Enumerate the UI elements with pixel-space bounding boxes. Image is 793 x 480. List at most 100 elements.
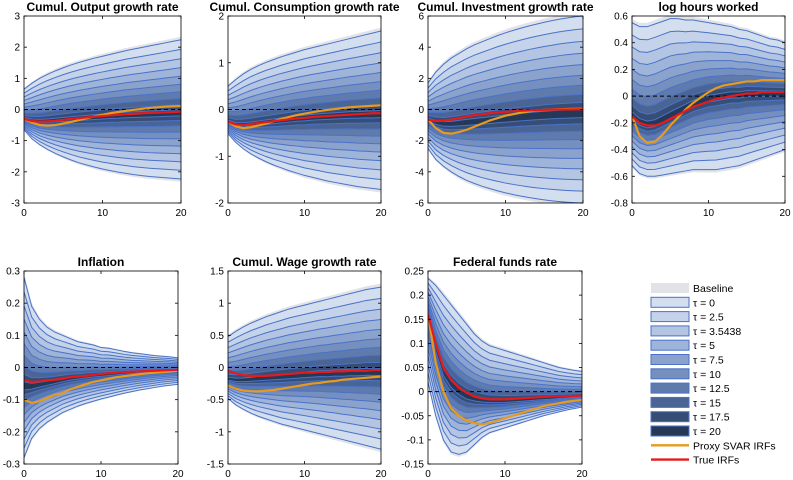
legend-label: τ = 3.5438 [693, 326, 741, 338]
tau-band-upper-line-4 [228, 328, 381, 359]
y-tick-label: 0 [14, 363, 20, 374]
tau-band-lower-line-5 [228, 386, 381, 403]
x-tick-label: 0 [21, 208, 27, 219]
tau-band-upper-line-7 [632, 80, 785, 107]
tau-band-lower-line-3 [228, 390, 381, 421]
tau-band-lower-line-2 [24, 379, 178, 440]
tau-band-upper-line-2 [24, 58, 181, 98]
legend-label: Proxy SVAR IRFs [693, 440, 776, 452]
x-tick-label: 0 [225, 208, 231, 219]
x-tick-label: 20 [576, 469, 588, 480]
tau-band-lower-line-2 [24, 126, 181, 163]
tau-band-upper-line-3 [24, 67, 181, 102]
tau-band-upper-line-4 [428, 64, 583, 102]
y-tick-label: 0.05 [405, 363, 425, 374]
panel-title: Federal funds rate [453, 255, 557, 269]
tau-band-lower-line-2 [428, 140, 583, 181]
x-tick-label: 10 [97, 208, 109, 219]
legend-swatch-tau [650, 296, 690, 308]
tau-band-lower-line-7 [428, 327, 582, 409]
y-tick-label: -0.1 [3, 395, 21, 406]
x-tick-label: 0 [629, 208, 635, 219]
tau-band-lower-line-2 [632, 134, 785, 164]
true-irf-line [428, 108, 583, 123]
y-tick-label: 0.25 [405, 267, 425, 278]
tau-band-lower-line-9 [428, 317, 582, 404]
tau-band-lower-line-4 [228, 388, 381, 412]
x-tick-label: 10 [299, 208, 311, 219]
tau-band-upper-line-3 [428, 291, 582, 382]
tau-band-lower-line-3 [24, 378, 178, 431]
legend-label: τ = 7.5 [693, 355, 724, 367]
y-tick-label: -6 [415, 199, 424, 210]
x-tick-label: 0 [225, 469, 231, 480]
tau-band-upper-line-8 [428, 310, 582, 397]
tau-band-upper-line-1 [428, 28, 583, 89]
tau-band-lower-line-4 [428, 133, 583, 159]
legend-swatch-tau [650, 396, 690, 408]
panel-6: -1.5 -1 -0.5 0 0.5 1 1.5 0 10 20 Cumul. Wage growt… [207, 255, 387, 480]
plot-area [632, 16, 785, 179]
y-tick-label: 0 [218, 363, 224, 374]
x-tick-label: 10 [703, 208, 715, 219]
y-tick-label: -3 [11, 199, 20, 210]
y-tick-label: 0.1 [410, 339, 424, 350]
y-tick-label: -0.2 [611, 118, 629, 129]
legend-swatch-tau [650, 382, 690, 394]
tau-band-upper-line-4 [24, 331, 178, 365]
y-tick-label: 0.2 [6, 299, 20, 310]
tau-band-upper-line-2 [632, 41, 785, 57]
y-tick-label: 1 [14, 74, 20, 85]
legend-label: τ = 10 [693, 369, 721, 381]
tau-band-upper-line-4 [632, 60, 785, 77]
tau-band-upper-line-0 [428, 16, 583, 84]
x-tick-label: 20 [779, 208, 791, 219]
y-tick-label: 0.2 [410, 291, 424, 302]
y-tick-label: -0.8 [611, 199, 629, 210]
tau-band-lower-line-2 [428, 364, 582, 439]
tau-band-upper-line-7 [228, 97, 381, 117]
tau-band-lower-line-6 [428, 127, 583, 141]
y-tick-label: 0.3 [6, 267, 20, 278]
tau-band-lower-line-3 [632, 127, 785, 158]
tau-band-lower-line-4 [228, 127, 381, 153]
y-tick-label: -2 [11, 167, 20, 178]
legend-label: τ = 17.5 [693, 412, 730, 424]
tau-band-upper-line-8 [228, 361, 381, 376]
panel-7: -0.15 -0.1 -0.05 0 0.05 0.1 0.15 0.2 0.25 0 10 20 Fe… [401, 255, 588, 480]
legend-swatch-tau [650, 411, 690, 423]
tau-band-upper-line-5 [428, 300, 582, 388]
tau-band-upper-line-0 [428, 277, 582, 372]
tau-band-lower-line-1 [24, 381, 178, 449]
true-irf-line [632, 91, 785, 127]
panel-title: Cumul. Consumption growth rate [210, 0, 400, 14]
tau-band-upper-line-8 [24, 367, 178, 379]
x-tick-label: 20 [175, 208, 187, 219]
tau-band-upper-line-0 [24, 39, 181, 90]
legend-label: τ = 2.5 [693, 312, 724, 324]
y-tick-label: 2 [218, 12, 224, 23]
y-tick-label: -1 [215, 427, 224, 438]
tau-band-lower-line-6 [24, 121, 181, 133]
y-tick-label: 0.4 [614, 38, 628, 49]
tau-band-upper-line-0 [632, 18, 785, 44]
panel-1: -3 -2 -1 0 1 2 3 0 10 20 Cumul. Output growth rate [11, 0, 187, 219]
true-irf-line [428, 314, 582, 401]
y-tick-label: 4 [418, 43, 424, 54]
panel-5: -0.3 -0.2 -0.1 0 0.1 0.2 0.3 0 10 20 Inflation [3, 255, 184, 480]
tau-band-lower-line-5 [24, 122, 181, 140]
tau-band-lower-line-0 [228, 397, 381, 450]
panel-4: -0.8 -0.6 -0.4 -0.2 0 0.2 0.4 0.6 0 10 20 log hours… [611, 0, 791, 219]
tau-band-lower-line-1 [428, 372, 582, 447]
tau-band-lower-line-1 [228, 131, 381, 180]
y-tick-label: -0.1 [407, 435, 425, 446]
tau-band-upper-line-0 [228, 30, 381, 87]
tau-band-upper-line-2 [24, 305, 178, 362]
tau-band-upper-line-3 [428, 52, 583, 98]
tau-band-lower-line-2 [228, 130, 381, 171]
tau-band-upper-line-2 [428, 40, 583, 93]
tau-band-lower-line-3 [24, 125, 181, 155]
tau-band-lower-line-7 [24, 120, 181, 128]
legend-label: τ = 12.5 [693, 383, 730, 395]
